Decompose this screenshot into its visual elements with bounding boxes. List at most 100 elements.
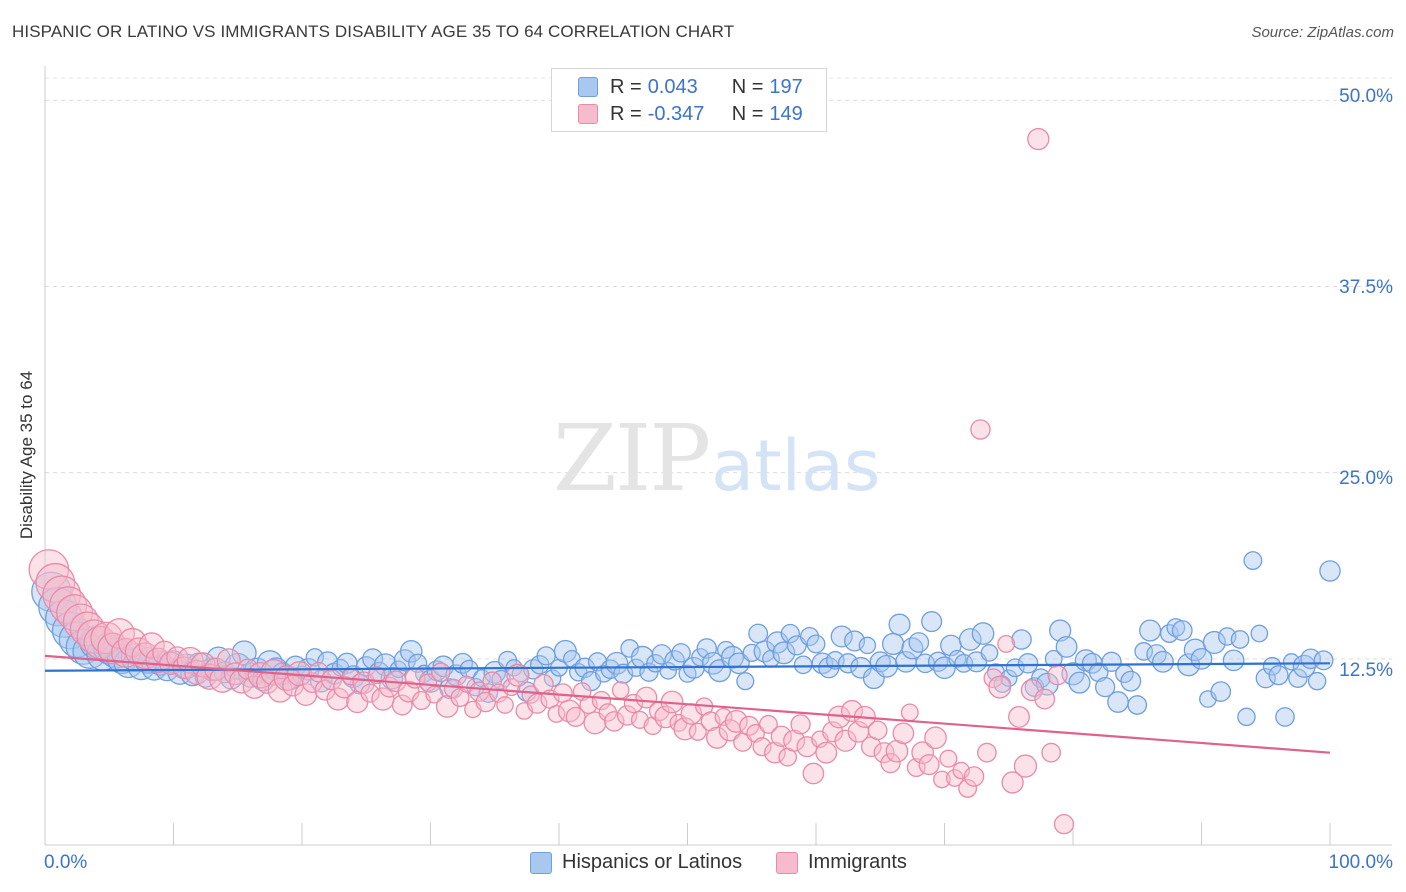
legend-r-value: -0.347 xyxy=(647,102,705,125)
immigrants-point xyxy=(506,663,530,687)
immigrants-point xyxy=(997,634,1016,653)
y-tick-label: 25.0% xyxy=(1339,468,1393,489)
immigrants-point xyxy=(35,562,76,603)
immigrants-point xyxy=(706,726,729,749)
legend-swatch-pink xyxy=(776,851,798,874)
immigrants-point xyxy=(1041,742,1062,763)
legend-n-value: 149 xyxy=(769,102,803,125)
immigrants-point xyxy=(611,681,630,699)
hispanics-point xyxy=(1237,707,1256,727)
immigrants-point xyxy=(333,675,356,699)
immigrants-point xyxy=(1001,771,1024,794)
legend-item-immigrants[interactable]: Immigrants xyxy=(776,851,907,874)
hispanics-point xyxy=(1151,650,1174,673)
hispanics-point xyxy=(1307,671,1327,691)
immigrants-point xyxy=(430,662,451,683)
immigrants-point xyxy=(892,722,915,745)
legend-item-hispanics[interactable]: Hispanics or Latinos xyxy=(530,851,742,874)
legend-row-hispanics: R = 0.043 N = 197 xyxy=(578,75,803,99)
hispanics-point xyxy=(908,632,930,653)
immigrants-point xyxy=(1034,688,1056,710)
series-legend: Hispanics or Latinos Immigrants xyxy=(0,851,1406,877)
hispanics-point xyxy=(1230,630,1250,649)
gridlines xyxy=(45,77,1392,660)
hispanics-point xyxy=(1268,665,1289,686)
hispanics-point xyxy=(800,626,820,647)
hispanics-point xyxy=(1068,671,1091,694)
legend-swatch-blue xyxy=(530,851,552,874)
immigrants-point xyxy=(496,696,514,714)
hispanics-point xyxy=(858,636,877,655)
immigrants-point xyxy=(752,737,772,757)
hispanics-point xyxy=(1319,560,1341,582)
legend-row-immigrants: R = -0.347 N = 149 xyxy=(578,102,803,126)
hispanics-point xyxy=(1288,668,1308,688)
hispanics-point xyxy=(806,634,826,654)
hispanics-point xyxy=(736,672,755,691)
legend-n-value: 197 xyxy=(769,75,803,98)
immigrants-point xyxy=(739,715,760,736)
immigrants-point xyxy=(933,770,951,789)
hispanics-point xyxy=(1000,669,1018,687)
immigrants-point xyxy=(326,687,350,711)
immigrants-point xyxy=(770,725,792,747)
hispanics-point xyxy=(825,650,845,670)
trend-line-immigrants xyxy=(44,654,1331,754)
hispanics-point xyxy=(620,639,640,658)
x-tick-label: 0.0% xyxy=(44,852,88,873)
hispanics-point xyxy=(651,644,673,665)
immigrants-point xyxy=(880,752,901,774)
hispanics-point xyxy=(1049,619,1072,642)
immigrants-point xyxy=(958,778,978,798)
chart-title: HISPANIC OR LATINO VS IMMIGRANTS DISABIL… xyxy=(12,22,735,41)
hispanics-point xyxy=(1127,695,1148,715)
stats-legend: R = 0.043 N = 197 R = -0.347 N = 149 xyxy=(551,68,827,132)
y-tick-label: 37.5% xyxy=(1339,277,1393,298)
hispanics-point xyxy=(830,625,853,648)
hispanics-point xyxy=(837,653,859,674)
legend-n-label: N = xyxy=(731,102,764,125)
immigrants-point xyxy=(988,675,1012,699)
hispanics-point xyxy=(1255,668,1276,689)
hispanics-point xyxy=(399,640,423,663)
hispanics-point xyxy=(1017,653,1039,674)
immigrants-point xyxy=(97,632,129,665)
immigrants-point xyxy=(783,729,806,752)
immigrants-point xyxy=(604,711,625,732)
hispanics-point xyxy=(720,645,745,669)
immigrants-point xyxy=(1053,813,1075,835)
hispanics-point xyxy=(971,622,995,645)
immigrants-point xyxy=(267,677,293,703)
hispanics-point xyxy=(1120,670,1142,692)
immigrants-point xyxy=(815,741,838,764)
immigrants-point xyxy=(42,575,82,615)
legend-swatch-blue xyxy=(578,77,598,97)
hispanics-point xyxy=(1101,651,1122,672)
y-tick-label: 12.5% xyxy=(1339,660,1393,681)
immigrants-point xyxy=(911,741,935,765)
legend-r-label: R = xyxy=(610,102,642,125)
hispanics-point xyxy=(780,623,800,644)
x-tick-label: 100.0% xyxy=(1328,852,1393,873)
legend-label: Hispanics or Latinos xyxy=(562,851,743,873)
hispanics-point xyxy=(305,648,325,667)
hispanics-point xyxy=(901,637,924,660)
immigrants-point xyxy=(977,742,997,763)
immigrants-point xyxy=(654,705,678,729)
hispanics-point xyxy=(793,655,813,675)
hispanics-point xyxy=(671,643,691,663)
hispanics-point xyxy=(1134,642,1154,661)
immigrants-point xyxy=(391,694,413,716)
immigrants-point xyxy=(963,766,985,787)
legend-r-label: R = xyxy=(610,75,642,98)
immigrants-point xyxy=(918,754,940,776)
series-hispanics-or-latinos xyxy=(31,551,1341,727)
immigrants-point xyxy=(759,714,778,734)
immigrants-point xyxy=(924,726,947,750)
hispanics-point xyxy=(1171,620,1193,641)
immigrants-point xyxy=(209,666,236,693)
hispanics-point xyxy=(1210,681,1232,702)
hispanics-point xyxy=(1202,630,1226,655)
immigrants-point xyxy=(714,707,733,726)
